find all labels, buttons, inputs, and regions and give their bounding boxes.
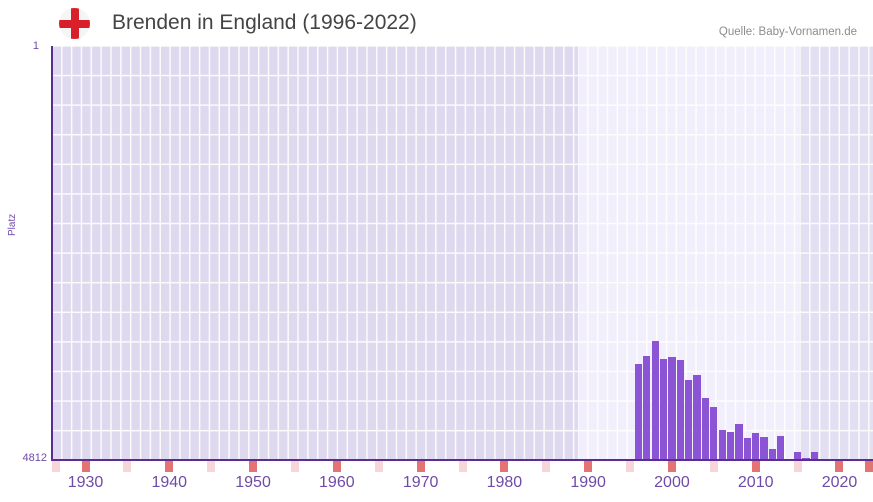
x-axis-label-1970: 1970 (402, 474, 439, 491)
y-axis-title: Platz (7, 213, 18, 236)
bar-2007[interactable] (726, 432, 735, 460)
bar-2000[interactable] (668, 357, 676, 460)
bar-2008[interactable] (735, 424, 743, 460)
bar-2011[interactable] (760, 437, 768, 460)
x-axis-label-2000: 2000 (654, 474, 690, 491)
x-tick-minor-1995 (626, 461, 635, 472)
x-axis-label-1960: 1960 (319, 474, 355, 491)
x-axis-ticks (52, 461, 873, 472)
bar-2006[interactable] (718, 430, 726, 460)
x-tick-minor-1975 (458, 461, 467, 472)
grid-background-out-of-range (52, 46, 578, 460)
chart-header: Brenden in England (1996-2022) Quelle: B… (0, 0, 873, 46)
page-title: Brenden in England (1996-2022) (112, 11, 417, 34)
x-tick-1930 (81, 461, 90, 472)
x-axis-label-1950: 1950 (235, 474, 271, 491)
x-tick-1980 (500, 461, 509, 472)
x-tick-minor-2015 (793, 461, 802, 472)
chart-plot-area (52, 46, 873, 460)
x-axis-label-1990: 1990 (570, 474, 606, 491)
x-tick-edge-0 (52, 461, 60, 472)
bar-2003[interactable] (693, 375, 701, 460)
x-axis-tick-labels: 1930 1940 1950 1960 1970 1980 1990 2000 2010 2020 (0, 474, 873, 500)
bar-2015[interactable] (794, 452, 802, 460)
bar-2005[interactable] (710, 407, 718, 460)
x-tick-minor-2005 (709, 461, 718, 472)
bar-2001[interactable] (676, 360, 684, 460)
x-tick-edge-1 (865, 461, 873, 472)
bar-2004[interactable] (701, 398, 710, 460)
bar-2010[interactable] (752, 433, 760, 460)
y-axis-tick-label-bottom: 4812 (22, 452, 47, 464)
x-axis-label-1940: 1940 (151, 474, 188, 491)
bar-1997[interactable] (643, 356, 651, 460)
x-tick-1990 (584, 461, 593, 472)
x-tick-minor-1935 (123, 461, 132, 472)
x-axis-label-2020: 2020 (821, 474, 858, 491)
x-tick-minor-1965 (374, 461, 383, 472)
bar-1999[interactable] (659, 359, 668, 460)
bar-2002[interactable] (685, 380, 693, 460)
y-axis-line (51, 46, 53, 460)
bar-series-platz (52, 46, 873, 460)
x-tick-1940 (165, 461, 174, 472)
x-axis-label-1930: 1930 (67, 474, 104, 491)
x-tick-2020 (835, 461, 844, 472)
grid-background-after-range (800, 46, 873, 460)
source-attribution: Quelle: Baby-Vornamen.de (718, 26, 857, 38)
y-axis-tick-label-top: 1 (32, 40, 39, 52)
x-tick-2000 (667, 461, 676, 472)
x-tick-1960 (332, 461, 341, 472)
x-axis-label-2010: 2010 (737, 474, 774, 491)
x-tick-minor-1985 (542, 461, 551, 472)
bar-1998[interactable] (651, 341, 659, 460)
bar-2017[interactable] (810, 452, 818, 460)
x-tick-2010 (751, 461, 760, 472)
bar-2009[interactable] (743, 438, 751, 460)
flag-cross-vertical (70, 8, 79, 39)
bar-2013[interactable] (777, 436, 785, 460)
bar-2012[interactable] (768, 449, 777, 460)
england-flag-icon (59, 8, 90, 39)
x-axis-line (51, 459, 873, 461)
x-tick-1950 (249, 461, 258, 472)
x-tick-1970 (416, 461, 425, 472)
bar-1996[interactable] (634, 364, 643, 460)
x-tick-minor-1945 (207, 461, 216, 472)
x-tick-minor-1955 (290, 461, 299, 472)
x-axis-label-1980: 1980 (486, 474, 523, 491)
